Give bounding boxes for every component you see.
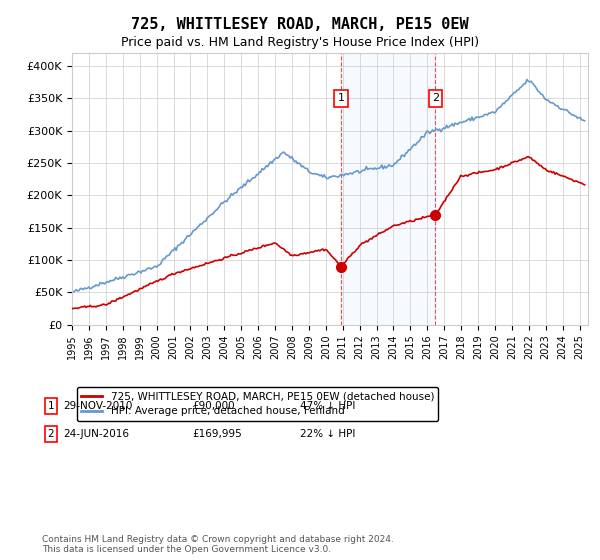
Text: 24-JUN-2016: 24-JUN-2016 <box>63 429 129 439</box>
Text: Contains HM Land Registry data © Crown copyright and database right 2024.
This d: Contains HM Land Registry data © Crown c… <box>42 535 394 554</box>
Text: 29-NOV-2010: 29-NOV-2010 <box>63 401 133 411</box>
Text: £169,995: £169,995 <box>192 429 242 439</box>
Text: 1: 1 <box>47 401 55 411</box>
Text: £90,000: £90,000 <box>192 401 235 411</box>
Bar <box>341 53 436 325</box>
Text: 2: 2 <box>432 94 439 104</box>
Text: 1: 1 <box>338 94 344 104</box>
Text: 2: 2 <box>47 429 55 439</box>
Text: 22% ↓ HPI: 22% ↓ HPI <box>300 429 355 439</box>
Text: 47% ↓ HPI: 47% ↓ HPI <box>300 401 355 411</box>
Legend: 725, WHITTLESEY ROAD, MARCH, PE15 0EW (detached house), HPI: Average price, deta: 725, WHITTLESEY ROAD, MARCH, PE15 0EW (d… <box>77 387 438 421</box>
Text: 725, WHITTLESEY ROAD, MARCH, PE15 0EW: 725, WHITTLESEY ROAD, MARCH, PE15 0EW <box>131 17 469 32</box>
Text: Price paid vs. HM Land Registry's House Price Index (HPI): Price paid vs. HM Land Registry's House … <box>121 36 479 49</box>
